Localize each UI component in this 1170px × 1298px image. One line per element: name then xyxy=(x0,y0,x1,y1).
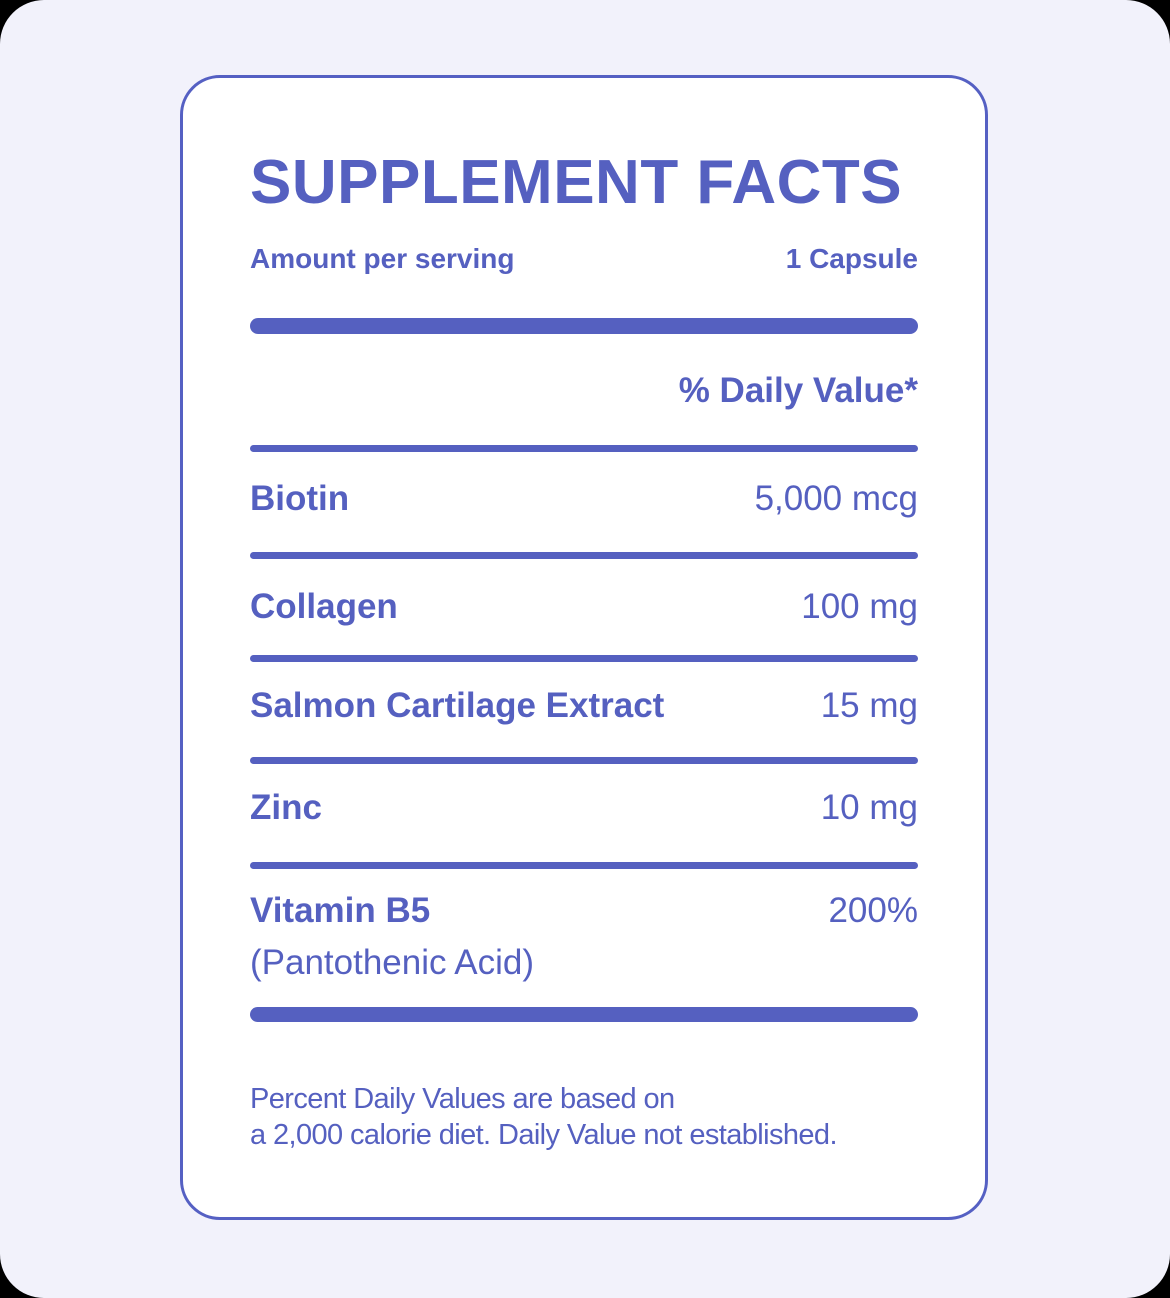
nutrient-name: Salmon Cartilage Extract xyxy=(250,686,665,725)
nutrient-subname: (Pantothenic Acid) xyxy=(250,943,535,982)
nutrient-row-zinc: Zinc 10 mg xyxy=(250,790,918,825)
supplement-facts-title: SUPPLEMENT FACTS xyxy=(250,148,903,217)
nutrient-value: 10 mg xyxy=(820,788,918,827)
footer-divider-bar xyxy=(250,1007,918,1022)
row-divider xyxy=(250,445,918,452)
row-divider xyxy=(250,655,918,662)
row-divider xyxy=(250,757,918,764)
nutrient-value: 5,000 mcg xyxy=(754,479,918,518)
nutrient-value: 200% xyxy=(828,891,918,930)
header-divider-bar xyxy=(250,318,918,334)
footnote-line-2: a 2,000 calorie diet. Daily Value not es… xyxy=(250,1119,838,1151)
serving-row: Amount per serving 1 Capsule xyxy=(250,242,918,276)
nutrient-name: Vitamin B5 xyxy=(250,891,431,930)
footnote-line-1: Percent Daily Values are based on xyxy=(250,1083,675,1115)
nutrient-value: 100 mg xyxy=(801,587,918,626)
nutrient-name: Biotin xyxy=(250,479,350,518)
row-divider xyxy=(250,552,918,559)
nutrient-row-vitamin-b5: Vitamin B5 (Pantothenic Acid) 200% xyxy=(250,893,918,980)
amount-per-serving-label: Amount per serving xyxy=(250,243,515,274)
nutrient-name: Zinc xyxy=(250,788,322,827)
daily-value-header: % Daily Value* xyxy=(678,371,918,410)
nutrient-value: 15 mg xyxy=(820,686,918,725)
footnote: Percent Daily Values are based on a 2,00… xyxy=(250,1081,918,1153)
serving-size-value: 1 Capsule xyxy=(785,243,918,274)
supplement-facts-card: SUPPLEMENT FACTS Amount per serving 1 Ca… xyxy=(180,75,988,1220)
nutrient-row-salmon-cartilage: Salmon Cartilage Extract 15 mg xyxy=(250,688,918,723)
nutrient-name: Collagen xyxy=(250,587,398,626)
nutrient-name-stack: Vitamin B5 (Pantothenic Acid) xyxy=(250,893,534,980)
nutrient-row-biotin: Biotin 5,000 mcg xyxy=(250,481,918,516)
row-divider xyxy=(250,862,918,869)
nutrient-row-collagen: Collagen 100 mg xyxy=(250,589,918,624)
